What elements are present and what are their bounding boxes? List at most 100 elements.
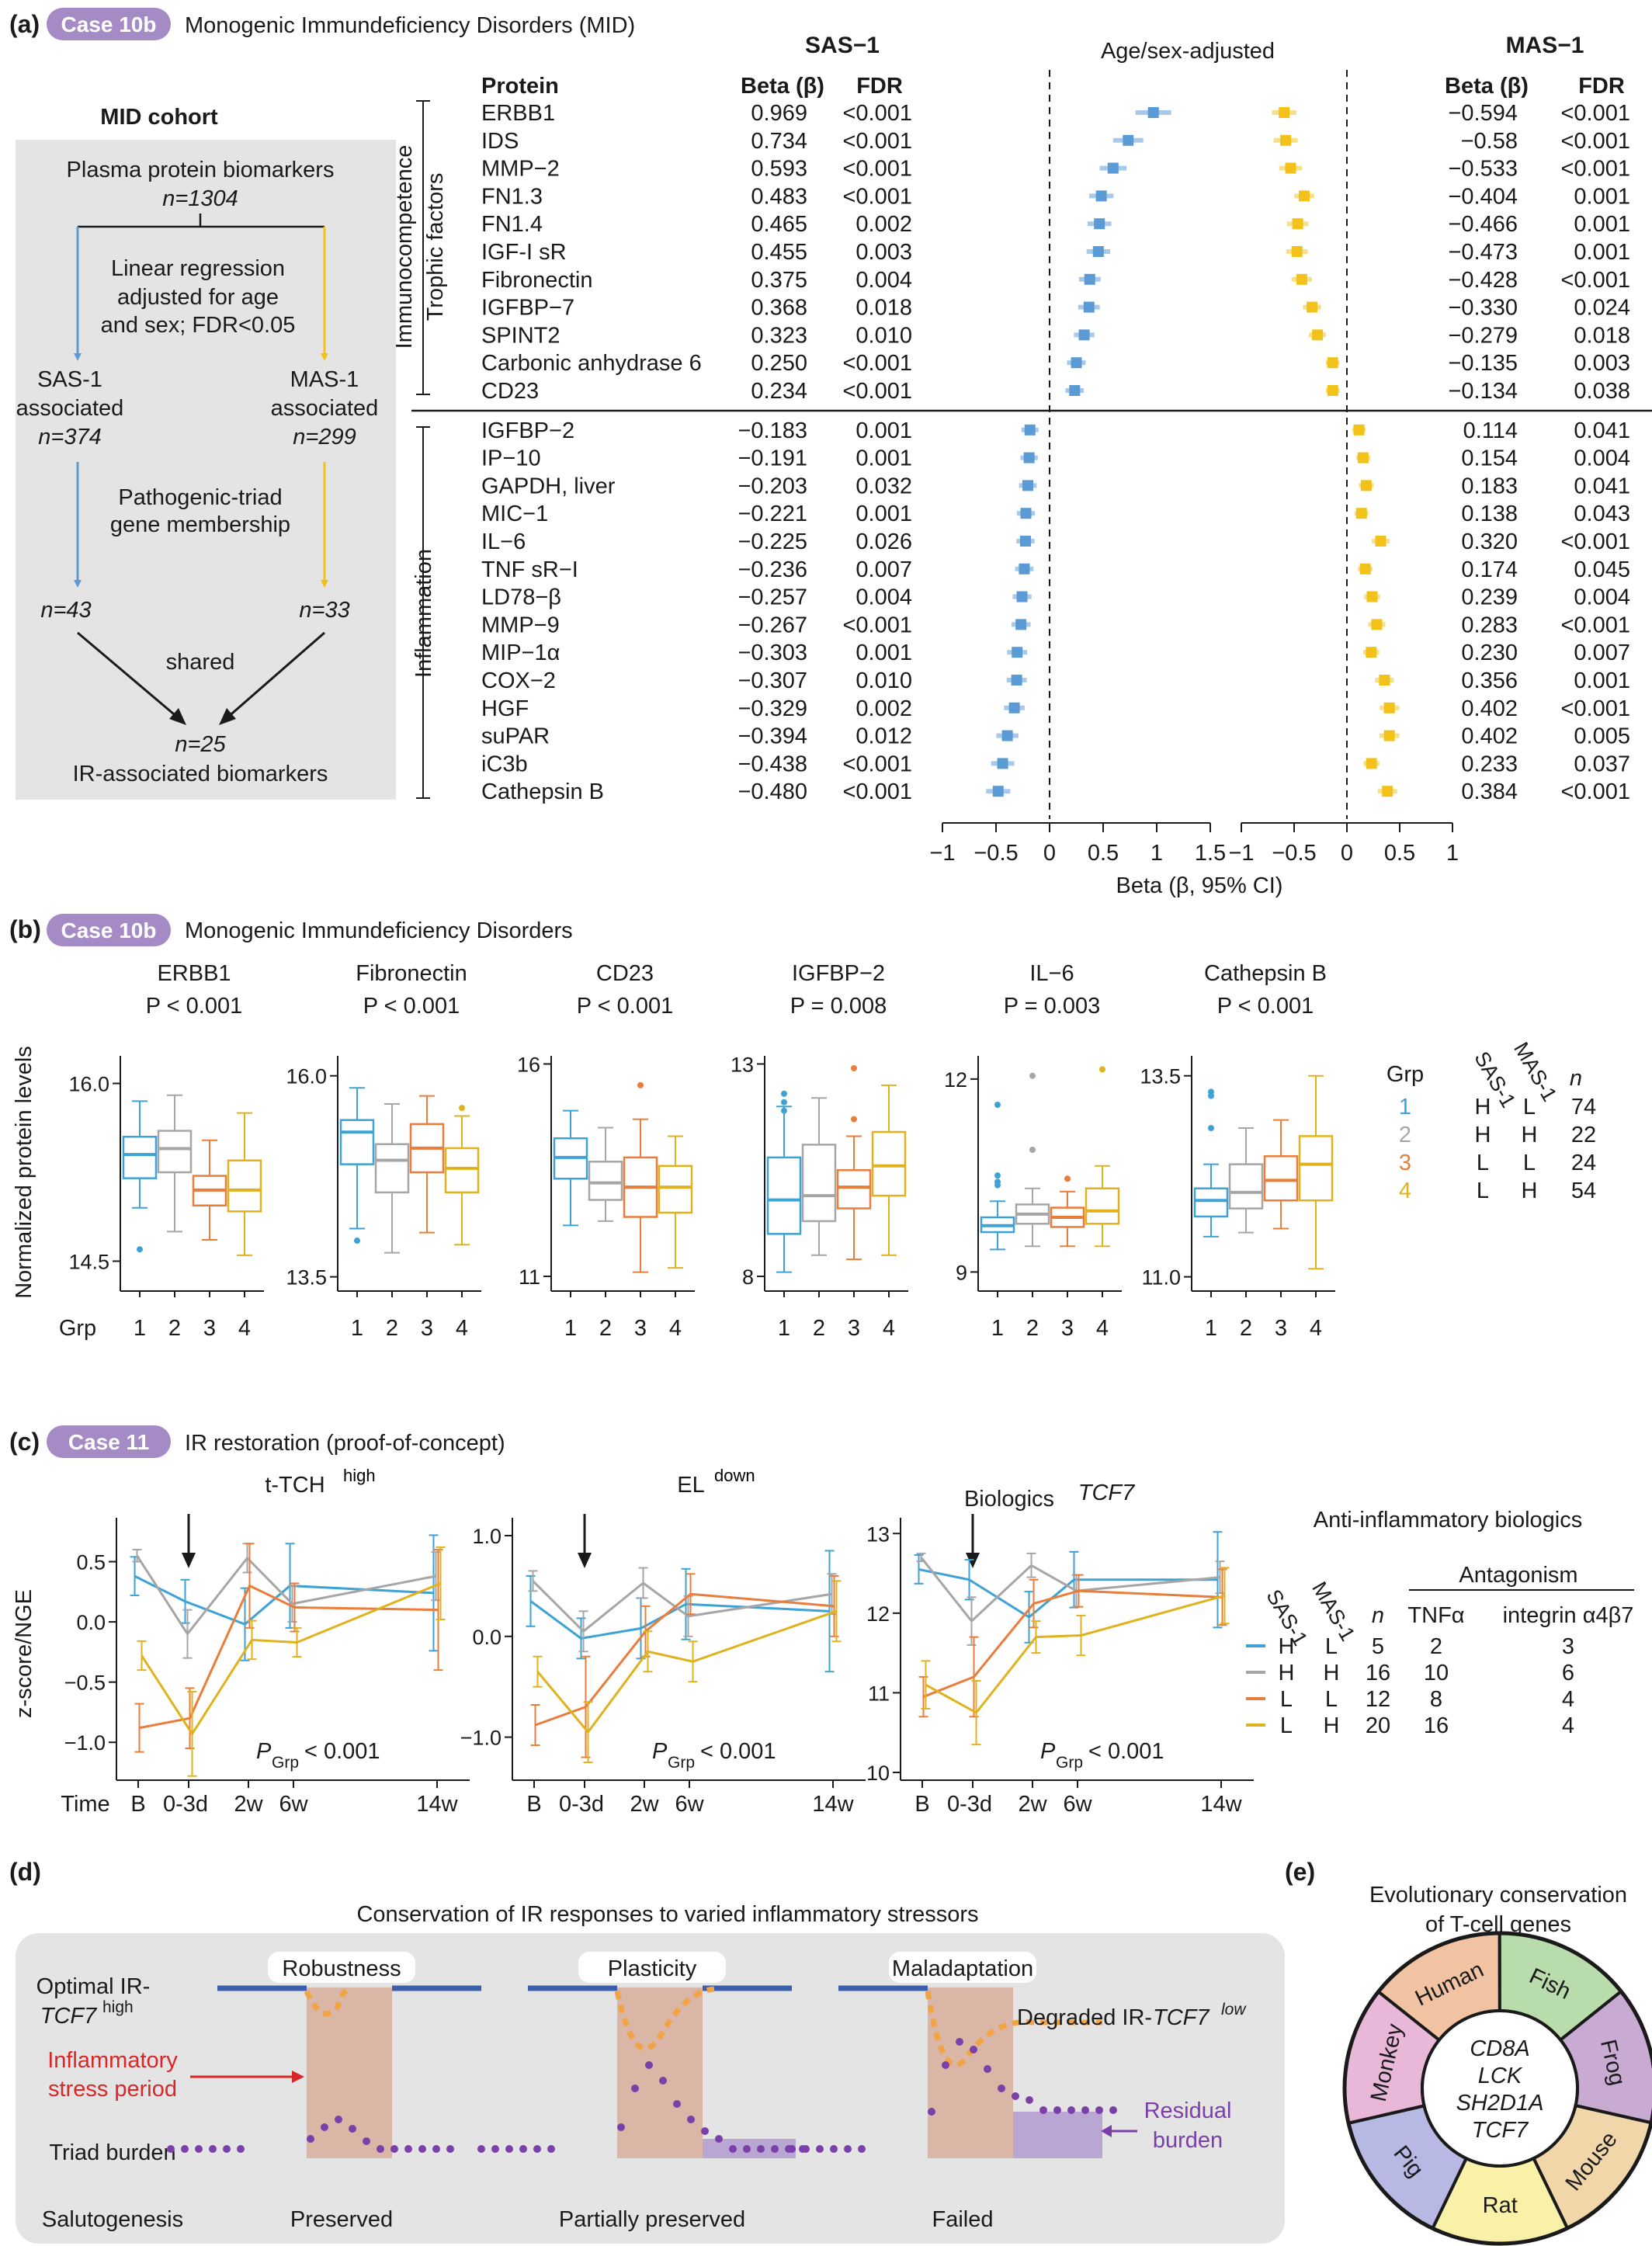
- x-tick-label: 14w: [416, 1792, 458, 1817]
- protein-label: MIP−1α: [481, 640, 560, 665]
- protein-label: HGF: [481, 696, 529, 721]
- y-axis-label: z-score/NGE: [12, 1589, 36, 1718]
- burden-dot: [757, 2145, 765, 2153]
- case-pill-text: Case 10b: [61, 12, 157, 36]
- outer-ring: [1342, 1931, 1652, 2246]
- sas-point: [1022, 480, 1033, 491]
- burden-dot: [377, 2145, 384, 2153]
- burden-dot: [984, 2065, 991, 2073]
- burden-dot: [167, 2145, 175, 2153]
- burden-dot: [1095, 2106, 1103, 2114]
- flow-text: n=374: [38, 425, 101, 450]
- plot-title-sup: high: [343, 1466, 376, 1485]
- legend-header: TNFα: [1407, 1603, 1464, 1628]
- box: [122, 1135, 158, 1179]
- tick-label: 11.0: [1141, 1266, 1181, 1290]
- burden-dot: [418, 2145, 426, 2153]
- sas-fdr-value: 0.010: [856, 323, 912, 348]
- legend-cell: L: [1477, 1179, 1489, 1203]
- x-axis-label: Beta (β, 95% CI): [1116, 873, 1283, 898]
- protein-label: MMP−2: [481, 157, 560, 182]
- sas-point: [1094, 218, 1105, 230]
- sas-fdr-value: <0.001: [842, 101, 912, 126]
- mas-fdr-value: 0.004: [1574, 585, 1630, 610]
- plot-title-sup: down: [714, 1466, 755, 1485]
- tick-label: 16.0: [286, 1065, 327, 1088]
- gene-label: CD8A: [1470, 2036, 1529, 2061]
- sas-beta-value: −0.257: [738, 585, 807, 610]
- burden-dot: [942, 2061, 949, 2069]
- legend-header: Grp: [1386, 1062, 1424, 1087]
- mas-fdr-value: 0.001: [1574, 212, 1630, 237]
- mas-point: [1285, 162, 1296, 174]
- protein-label: LD78−β: [481, 585, 561, 610]
- x-axis-label: Grp: [59, 1316, 96, 1341]
- burden-dot: [617, 2123, 625, 2131]
- legend-cell: H: [1279, 1634, 1295, 1659]
- inner-circle: [1421, 2009, 1579, 2168]
- burden-dot: [645, 2061, 653, 2069]
- box: [766, 1156, 802, 1235]
- protein-label: iC3b: [481, 752, 528, 776]
- outlier: [851, 1116, 857, 1123]
- optimal-gene: TCF7: [40, 2004, 98, 2029]
- group-label: Trophic factors: [423, 173, 448, 321]
- legend-cell: 22: [1571, 1123, 1596, 1147]
- mas-point: [1366, 591, 1378, 602]
- degraded-sup: low: [1221, 2001, 1247, 2019]
- tick-label: 13.5: [1140, 1065, 1181, 1088]
- flow-text: shared: [166, 650, 235, 675]
- tick-label: 0.0: [76, 1611, 106, 1634]
- gene-label: TCF7: [1472, 2118, 1529, 2143]
- mas-fdr-value: 0.041: [1574, 418, 1630, 443]
- mas-fdr-value: 0.001: [1574, 668, 1630, 693]
- panel-label: (b): [9, 915, 41, 943]
- burden-dot: [816, 2145, 824, 2153]
- sas-beta-value: −0.221: [738, 502, 807, 526]
- sas-beta-value: −0.236: [738, 557, 807, 582]
- tick-label: −0.5: [64, 1671, 106, 1695]
- scenario-tag: [268, 1952, 415, 1983]
- sas-beta-value: 0.323: [751, 323, 807, 348]
- mas-point: [1357, 452, 1369, 463]
- outlier: [851, 1064, 857, 1071]
- tick-label: 8: [742, 1265, 754, 1289]
- box: [1263, 1155, 1299, 1202]
- mas-point: [1291, 246, 1303, 257]
- mas-beta-value: −0.330: [1448, 296, 1518, 321]
- mas-beta-value: 0.239: [1461, 585, 1518, 610]
- treatment-arrowhead: [182, 1553, 196, 1568]
- tick-label: 11: [519, 1265, 540, 1289]
- mas-beta-value: −0.58: [1461, 129, 1518, 154]
- category-label: 4: [883, 1316, 895, 1341]
- tick-label: 0: [1341, 841, 1353, 866]
- stress-arrowhead: [292, 2071, 304, 2083]
- tick-label: 0: [1043, 841, 1056, 866]
- sas-beta-value: 0.250: [751, 351, 807, 376]
- tick-label: −1.0: [460, 1727, 502, 1750]
- mas-fdr-value: 0.001: [1574, 184, 1630, 209]
- residual-label: burden: [1153, 2128, 1223, 2153]
- scenario-title: Robustness: [282, 1956, 401, 1981]
- box: [1085, 1187, 1120, 1225]
- box: [871, 1130, 907, 1197]
- x-tick-label: 2w: [1018, 1792, 1047, 1817]
- outlier: [354, 1238, 360, 1244]
- burden-dot: [519, 2145, 527, 2153]
- tick-label: 16.0: [68, 1073, 109, 1096]
- tick-label: 13: [866, 1522, 890, 1546]
- sas-fdr-value: 0.004: [856, 268, 912, 293]
- mas-fdr-value: <0.001: [1560, 696, 1630, 721]
- mas-fdr-value: 0.038: [1574, 379, 1630, 404]
- plot-title: CD23: [596, 961, 654, 986]
- x-tick-label: 14w: [1200, 1792, 1242, 1817]
- sas-beta-value: −0.225: [738, 529, 807, 554]
- tick-label: 13.5: [286, 1266, 327, 1290]
- sas-fdr-value: <0.001: [842, 129, 912, 154]
- sas-beta-value: 0.368: [751, 296, 807, 321]
- burden-dot: [1039, 2106, 1047, 2114]
- panel-b: (b) Case 10b Monogenic Immundeficiency Dis…: [9, 914, 1596, 1341]
- burden-dot: [404, 2145, 412, 2153]
- category-label: 1: [1205, 1316, 1217, 1341]
- p-label: P: [652, 1739, 668, 1764]
